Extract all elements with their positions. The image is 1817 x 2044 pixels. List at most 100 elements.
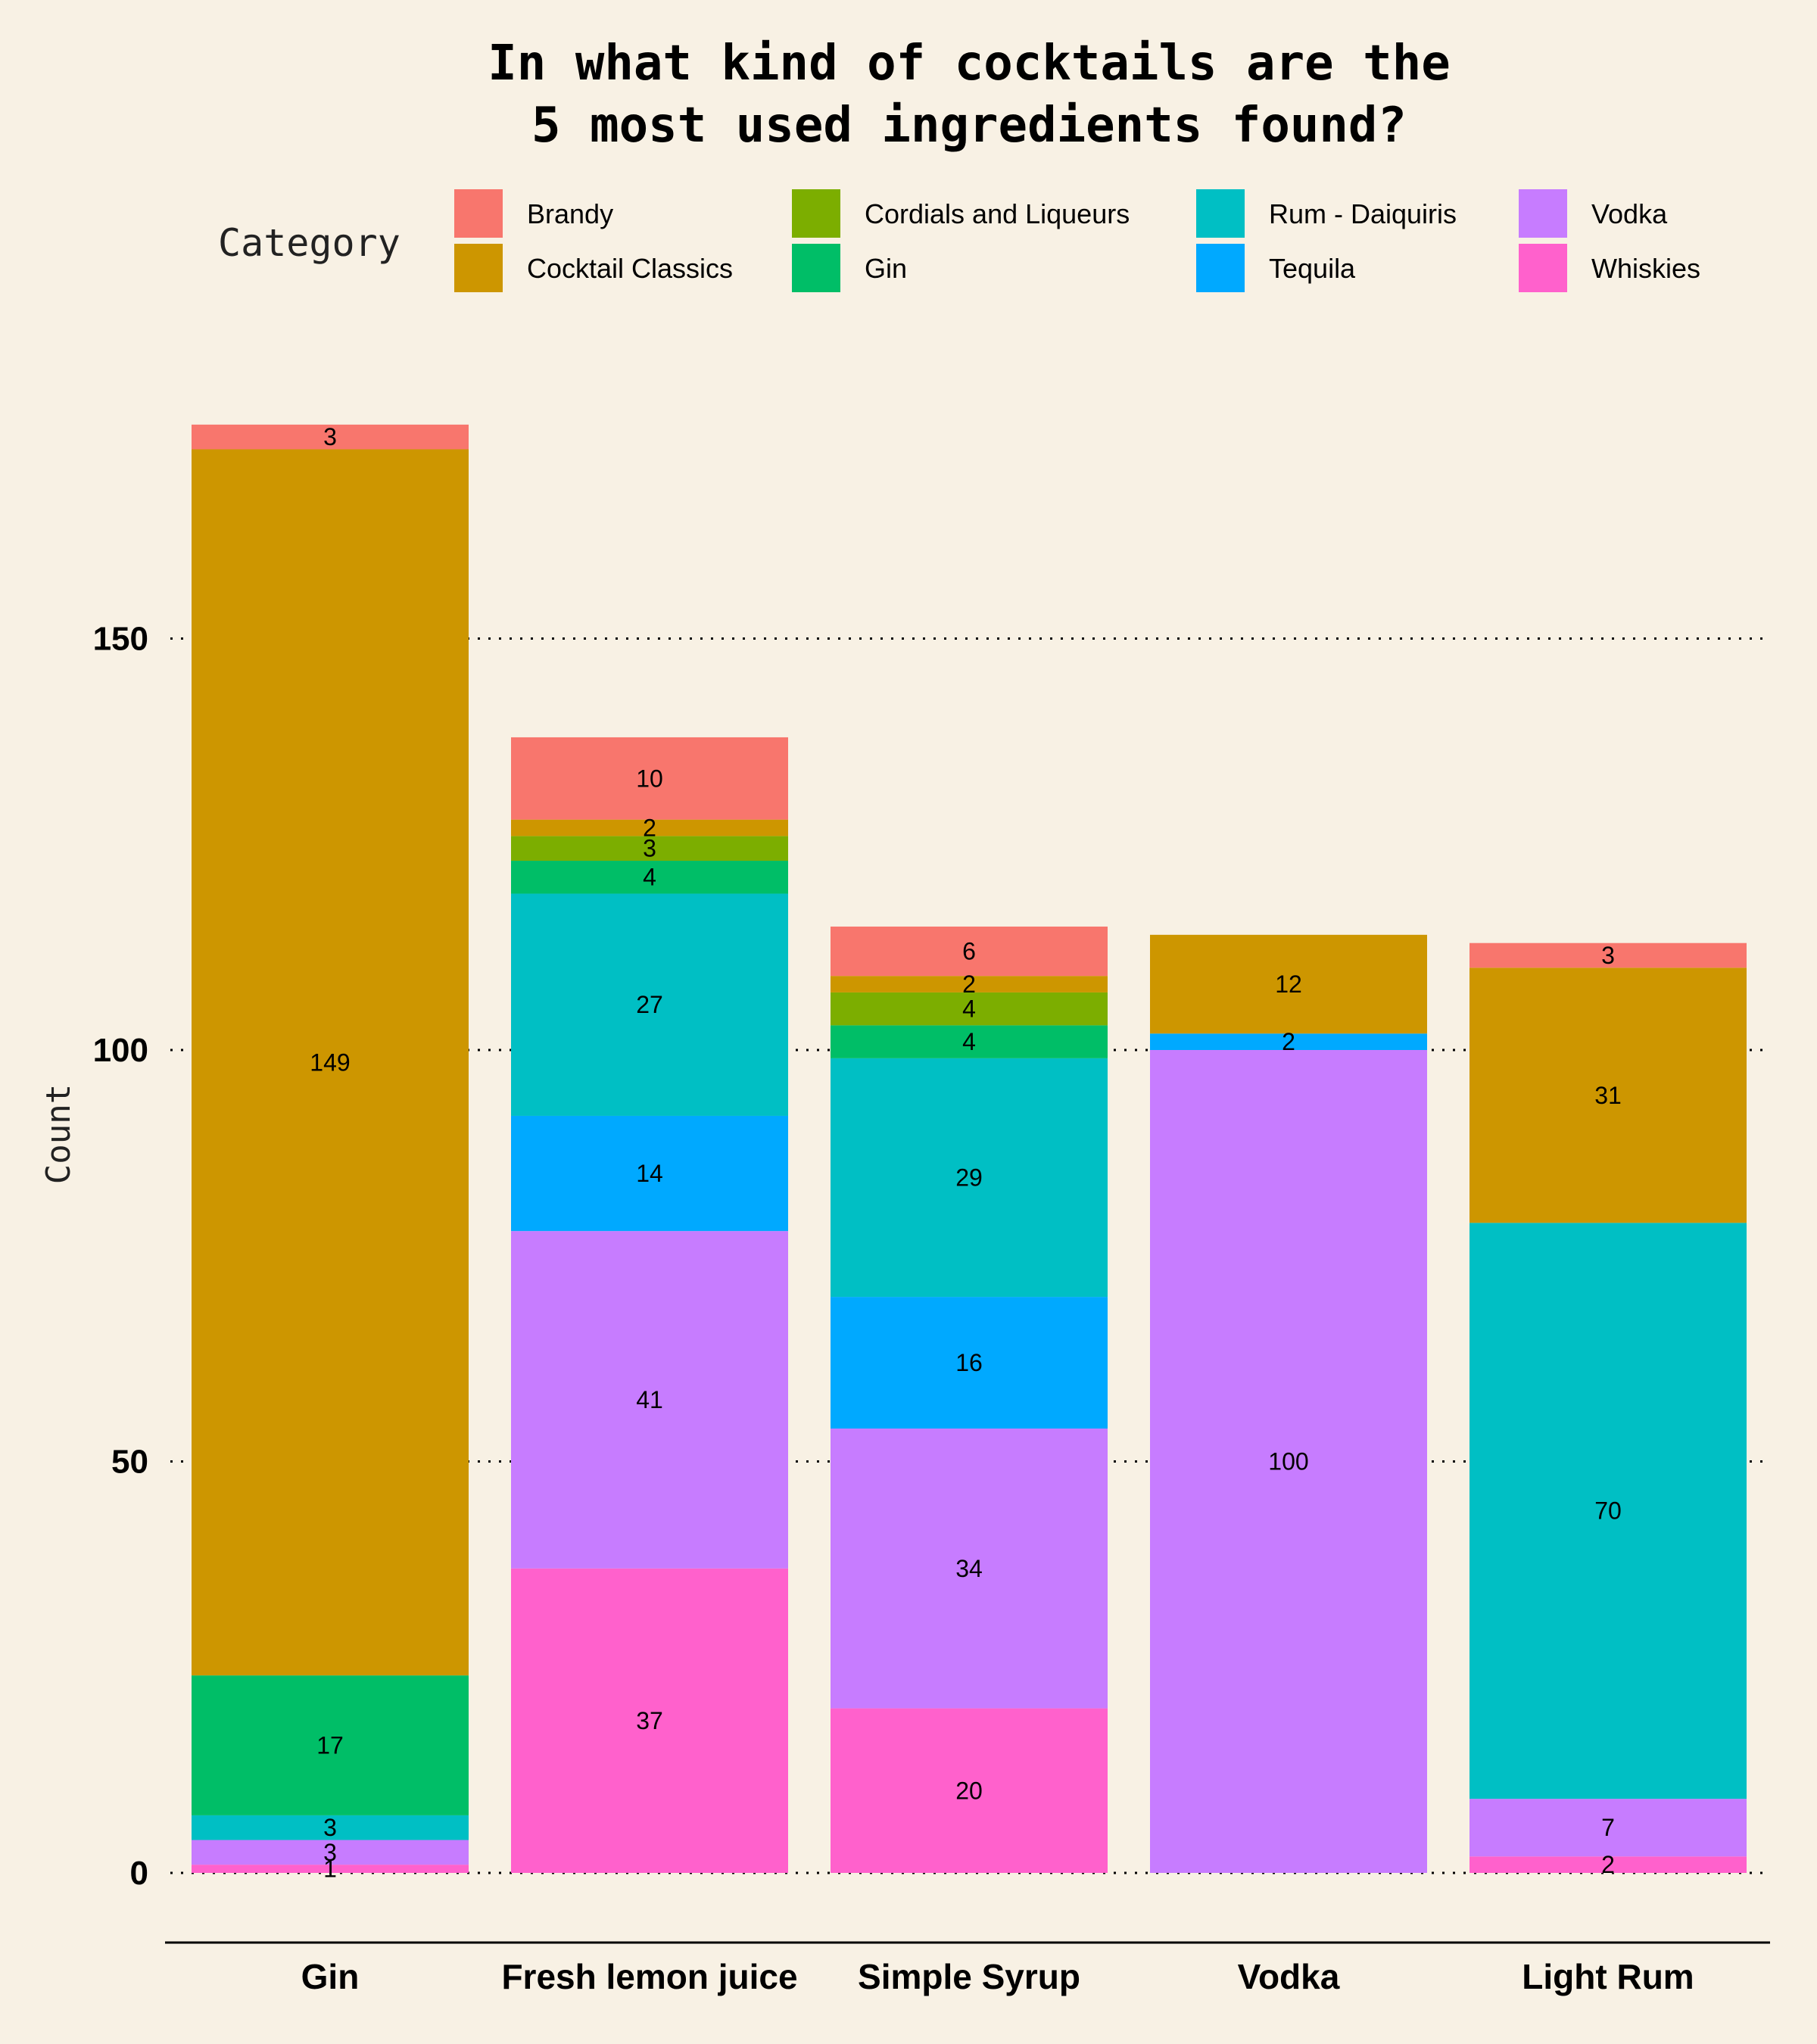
bar-simple-syrup-gin — [831, 1025, 1108, 1058]
bar-simple-syrup-brandy — [831, 926, 1108, 977]
data-label: 37 — [636, 1707, 663, 1734]
legend-swatch — [1196, 189, 1245, 238]
data-label: 2 — [962, 971, 976, 998]
bar-simple-syrup-cordials-and-liqueurs — [831, 992, 1108, 1026]
bar-simple-syrup-rum-daiquiris — [831, 1058, 1108, 1298]
bar-fresh-lemon-juice-cocktail-classics — [511, 819, 788, 837]
data-label: 2 — [1601, 1851, 1615, 1878]
data-label: 4 — [643, 864, 656, 891]
data-label: 27 — [636, 991, 663, 1018]
bar-gin-brandy — [192, 424, 469, 450]
y-axis-title: Count — [39, 1084, 78, 1184]
bar-light-rum-brandy — [1469, 943, 1747, 968]
legend-item-rum-daiquiris: Rum - Daiquiris — [1196, 189, 1457, 238]
legend-item-cocktail-classics: Cocktail Classics — [454, 244, 733, 292]
data-label: 1 — [323, 1855, 337, 1883]
legend-swatch — [792, 244, 840, 292]
data-label: 2 — [1282, 1028, 1295, 1055]
bars — [192, 424, 1747, 1873]
chart-title-line-1: In what kind of cocktails are the — [488, 36, 1451, 92]
bar-fresh-lemon-juice-whiskies — [511, 1568, 788, 1873]
legend-swatch — [454, 244, 503, 292]
data-label: 34 — [955, 1555, 983, 1582]
x-tick-label: Gin — [301, 1957, 360, 1996]
legend-label: Rum - Daiquiris — [1269, 198, 1457, 229]
data-label: 3 — [643, 835, 656, 862]
bar-simple-syrup-cocktail-classics — [831, 976, 1108, 992]
bar-light-rum-vodka — [1469, 1799, 1747, 1857]
legend-label: Whiskies — [1591, 253, 1700, 284]
legend-label: Gin — [865, 253, 907, 284]
bar-gin-cocktail-classics — [192, 449, 469, 1676]
legend-item-tequila: Tequila — [1196, 244, 1356, 292]
bar-simple-syrup-tequila — [831, 1297, 1108, 1429]
bar-gin-rum-daiquiris — [192, 1815, 469, 1840]
bar-simple-syrup-whiskies — [831, 1708, 1108, 1873]
bar-fresh-lemon-juice-gin — [511, 860, 788, 894]
bar-fresh-lemon-juice-brandy — [511, 737, 788, 820]
legend-item-whiskies: Whiskies — [1519, 244, 1700, 292]
legend-swatch — [792, 189, 840, 238]
data-label: 149 — [310, 1048, 350, 1076]
data-label: 20 — [955, 1777, 983, 1804]
data-label: 17 — [316, 1732, 344, 1759]
segment-labels: 1331714933741142743210203416294426100212… — [310, 423, 1621, 1882]
data-label: 29 — [955, 1164, 983, 1191]
axes: 0 50 100 150 Gin Fresh lemon juice Simple Syru… — [93, 621, 1770, 1996]
data-label: 7 — [1601, 1814, 1615, 1841]
legend-title: Category — [218, 221, 400, 265]
data-label: 6 — [962, 938, 976, 965]
bar-light-rum-cocktail-classics — [1469, 967, 1747, 1223]
legend-item-brandy: Brandy — [454, 189, 613, 238]
legend-swatch — [1519, 244, 1567, 292]
bar-simple-syrup-vodka — [831, 1429, 1108, 1709]
data-label: 31 — [1594, 1082, 1622, 1109]
legend-item-cordials-and-liqueurs: Cordials and Liqueurs — [792, 189, 1130, 238]
legend-label: Vodka — [1591, 198, 1668, 229]
legend-swatch — [1196, 244, 1245, 292]
data-label: 4 — [962, 1028, 976, 1055]
y-tick-label: 100 — [93, 1032, 148, 1069]
data-label: 2 — [643, 815, 656, 842]
x-tick-label: Light Rum — [1522, 1957, 1694, 1996]
legend-label: Brandy — [527, 198, 613, 229]
data-label: 3 — [1601, 942, 1615, 969]
legend-label: Cordials and Liqueurs — [865, 198, 1130, 229]
bar-gin-whiskies — [192, 1865, 469, 1873]
bar-light-rum-whiskies — [1469, 1856, 1747, 1873]
x-tick-label: Fresh lemon juice — [501, 1957, 797, 1996]
y-tick-label: 150 — [93, 621, 148, 658]
bar-vodka-tequila — [1150, 1033, 1427, 1050]
chart-title-line-2: 5 most used ingredients found? — [531, 98, 1407, 154]
bar-fresh-lemon-juice-vodka — [511, 1231, 788, 1569]
legend-label: Cocktail Classics — [527, 253, 733, 284]
bar-fresh-lemon-juice-cordials-and-liqueurs — [511, 836, 788, 861]
bar-fresh-lemon-juice-rum-daiquiris — [511, 893, 788, 1116]
data-label: 70 — [1594, 1497, 1622, 1525]
data-label: 3 — [323, 1839, 337, 1866]
bar-vodka-cocktail-classics — [1150, 934, 1427, 1034]
legend-item-gin: Gin — [792, 244, 907, 292]
legend: Category Brandy Cocktail Classics Cordials … — [218, 189, 1700, 292]
data-label: 4 — [962, 996, 976, 1023]
y-tick-label: 0 — [130, 1855, 148, 1892]
bar-light-rum-rum-daiquiris — [1469, 1223, 1747, 1799]
data-label: 10 — [636, 765, 663, 792]
legend-swatch — [1519, 189, 1567, 238]
legend-swatch — [454, 189, 503, 238]
bar-gin-gin — [192, 1675, 469, 1815]
legend-label: Tequila — [1269, 253, 1356, 284]
y-tick-label: 50 — [111, 1444, 148, 1481]
data-label: 3 — [323, 423, 337, 450]
bar-vodka-vodka — [1150, 1050, 1427, 1873]
bar-gin-vodka — [192, 1840, 469, 1865]
data-label: 14 — [636, 1160, 663, 1187]
x-tick-label: Vodka — [1238, 1957, 1340, 1996]
data-label: 16 — [955, 1349, 983, 1376]
bar-fresh-lemon-juice-tequila — [511, 1115, 788, 1232]
data-label: 100 — [1268, 1448, 1308, 1475]
x-tick-label: Simple Syrup — [858, 1957, 1080, 1996]
legend-item-vodka: Vodka — [1519, 189, 1668, 238]
data-label: 12 — [1275, 971, 1302, 998]
